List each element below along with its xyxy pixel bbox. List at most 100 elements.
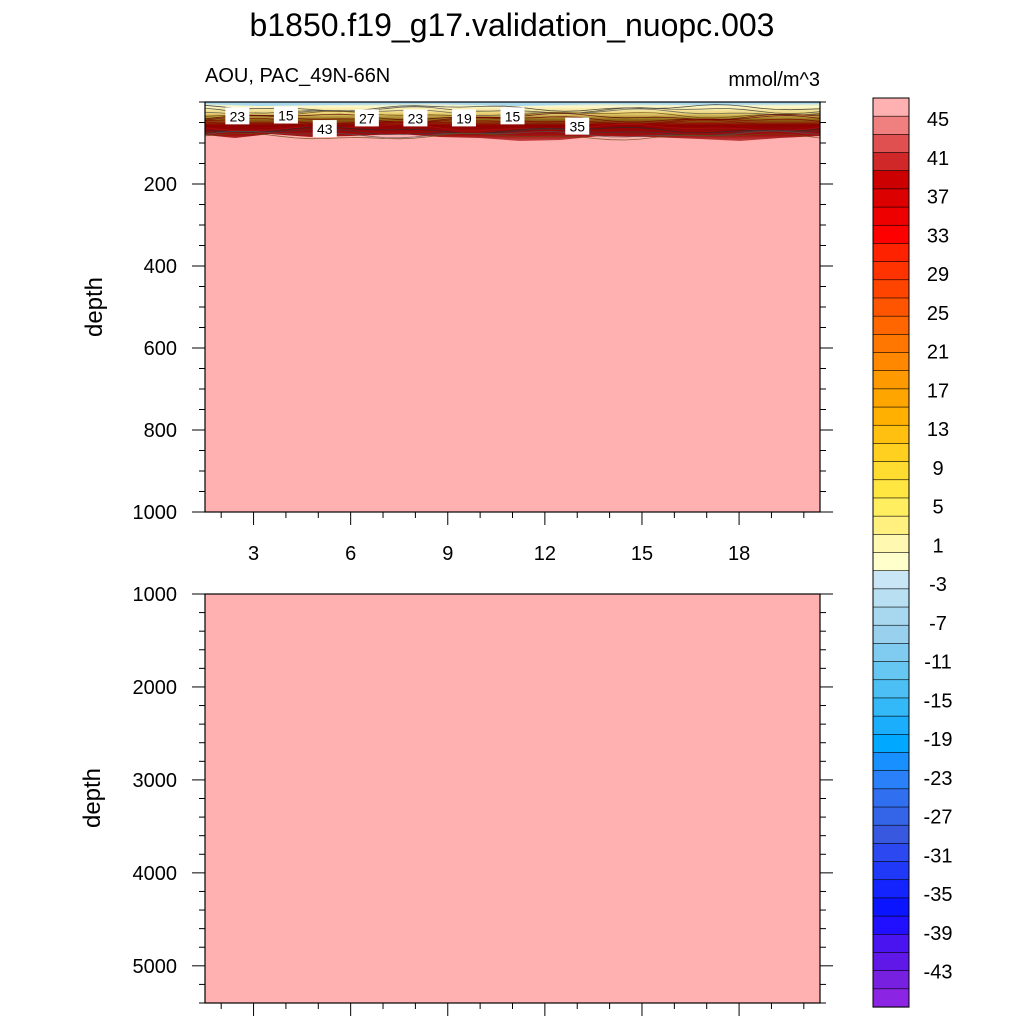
colorbar-swatch [872,352,910,372]
upper-ylabel: depth [81,277,108,337]
colorbar-swatch [872,752,910,772]
contour-line [205,132,820,141]
colorbar-swatch [872,188,910,208]
upper-x-tick-label: 3 [248,543,259,565]
upper-y-tick-label: 200 [144,174,177,196]
colorbar-frame [872,97,910,1008]
colorbar-label: -19 [924,729,953,751]
colorbar-swatch [872,206,910,226]
lower-plot-fill [205,594,820,1003]
lower-y-tick-label: 1000 [133,584,178,606]
colorbar-swatch [872,243,910,263]
colorbar-swatch [872,588,910,608]
colorbar-label: 5 [932,497,943,519]
colorbar-swatch [872,897,910,917]
colorbar-swatch [872,770,910,790]
colorbar-swatch [872,424,910,445]
colorbar-swatch [872,824,910,844]
upper-y-tick-label: 400 [144,256,177,278]
lower-x-axis [220,1003,805,1016]
colorbar-swatch [872,443,910,463]
contour-label: 15 [278,108,294,124]
colorbar-swatch [872,152,910,172]
contour-label: 23 [408,110,424,126]
lower-panel: 1000 2000 3000 4000 5000 depth [79,584,833,1016]
colorbar-swatch [872,806,910,826]
contour-label-box [354,109,379,127]
colorbar-label: 25 [927,303,949,325]
colorbar-label: -11 [924,652,951,674]
upper-y-tick-label: 800 [144,420,177,442]
colorbar-swatch [872,843,910,863]
surface-blue-band [205,102,820,106]
colorbar-swatch [872,170,910,190]
contour-label: 19 [456,110,472,126]
upper-x-tick-label: 9 [442,543,453,565]
contour-label: 27 [359,110,375,126]
upper-x-tick-label: 12 [534,543,556,565]
colorbar-swatch [872,952,910,972]
contour-label-box [225,107,250,125]
colorbar-label: 33 [927,225,949,247]
contour-line [205,126,820,134]
colorbar-swatch [872,224,910,245]
colorbar-swatch [872,479,910,499]
colorbar-swatch [872,497,910,517]
colorbar-label: 21 [927,342,949,364]
colorbar-swatch [872,643,910,663]
colorbar-swatch [872,715,910,735]
colorbar-swatch [872,624,910,644]
upper-x-tick-label: 6 [345,543,356,565]
colorbar-swatch [872,315,910,335]
colorbar-swatch [872,461,910,481]
upper-y-tick-label: 600 [144,338,177,360]
upper-units-label: mmol/m^3 [728,69,820,91]
contour-line [205,123,820,132]
upper-panel: AOU, PAC_49N-66N mmol/m^3 200 400 600 800 10… [81,65,833,565]
lower-ylabel: depth [79,768,106,828]
lower-y-tick-label: 2000 [133,677,178,699]
colorbar-swatch [872,879,910,899]
colorbar-label: -31 [924,845,953,867]
colorbar-label: -3 [929,574,947,596]
colorbar-swatch [872,679,910,699]
lower-y-tick-label: 5000 [133,956,178,978]
lower-y-tick-label: 4000 [133,863,178,885]
colorbar-label: 13 [927,419,949,441]
colorbar-swatch [872,334,910,354]
colorbar-swatch [872,515,910,535]
contour-line [205,128,820,137]
colorbar-swatch [872,606,910,626]
colorbar-label: -43 [924,962,953,984]
upper-y-tick-label: 1000 [133,502,178,524]
colorbar-swatch [872,388,910,408]
contour-label-box [500,107,525,125]
upper-x-tick-label: 15 [631,543,653,565]
lower-y-axis: 1000 2000 3000 4000 5000 [133,584,833,1004]
upper-x-tick-label: 18 [728,543,750,565]
contour-label-box [312,120,337,138]
colorbar-swatch [872,297,910,317]
upper-left-title: AOU, PAC_49N-66N [205,65,390,87]
colorbar-label: -39 [924,923,953,945]
colorbar-label: 41 [927,148,949,170]
colorbar-label: -15 [924,690,953,712]
colorbar-label: 37 [927,187,949,209]
contour-labels: 23 15 43 27 23 19 15 35 [225,106,590,138]
colorbar-swatch [872,988,910,1008]
colorbar-swatch [872,970,910,990]
colorbar-label: -7 [929,613,947,635]
colorbar-swatch [872,97,910,117]
colorbar-label: 45 [927,109,949,131]
contour-label-box [565,117,590,135]
colorbar-swatch [872,534,910,554]
colorbar-swatch [872,406,910,426]
colorbar-swatch [872,115,910,135]
colorbar-label: -23 [924,768,953,790]
colorbar-label: 1 [932,535,943,557]
colorbar-swatch [872,552,910,572]
colorbar-label: 17 [927,380,949,402]
colorbar-labels: 45 41 37 33 29 25 21 17 13 9 5 1 -3 -7 -11 -15 -19 -23 -27… [924,109,953,984]
colorbar-swatch [872,370,910,390]
